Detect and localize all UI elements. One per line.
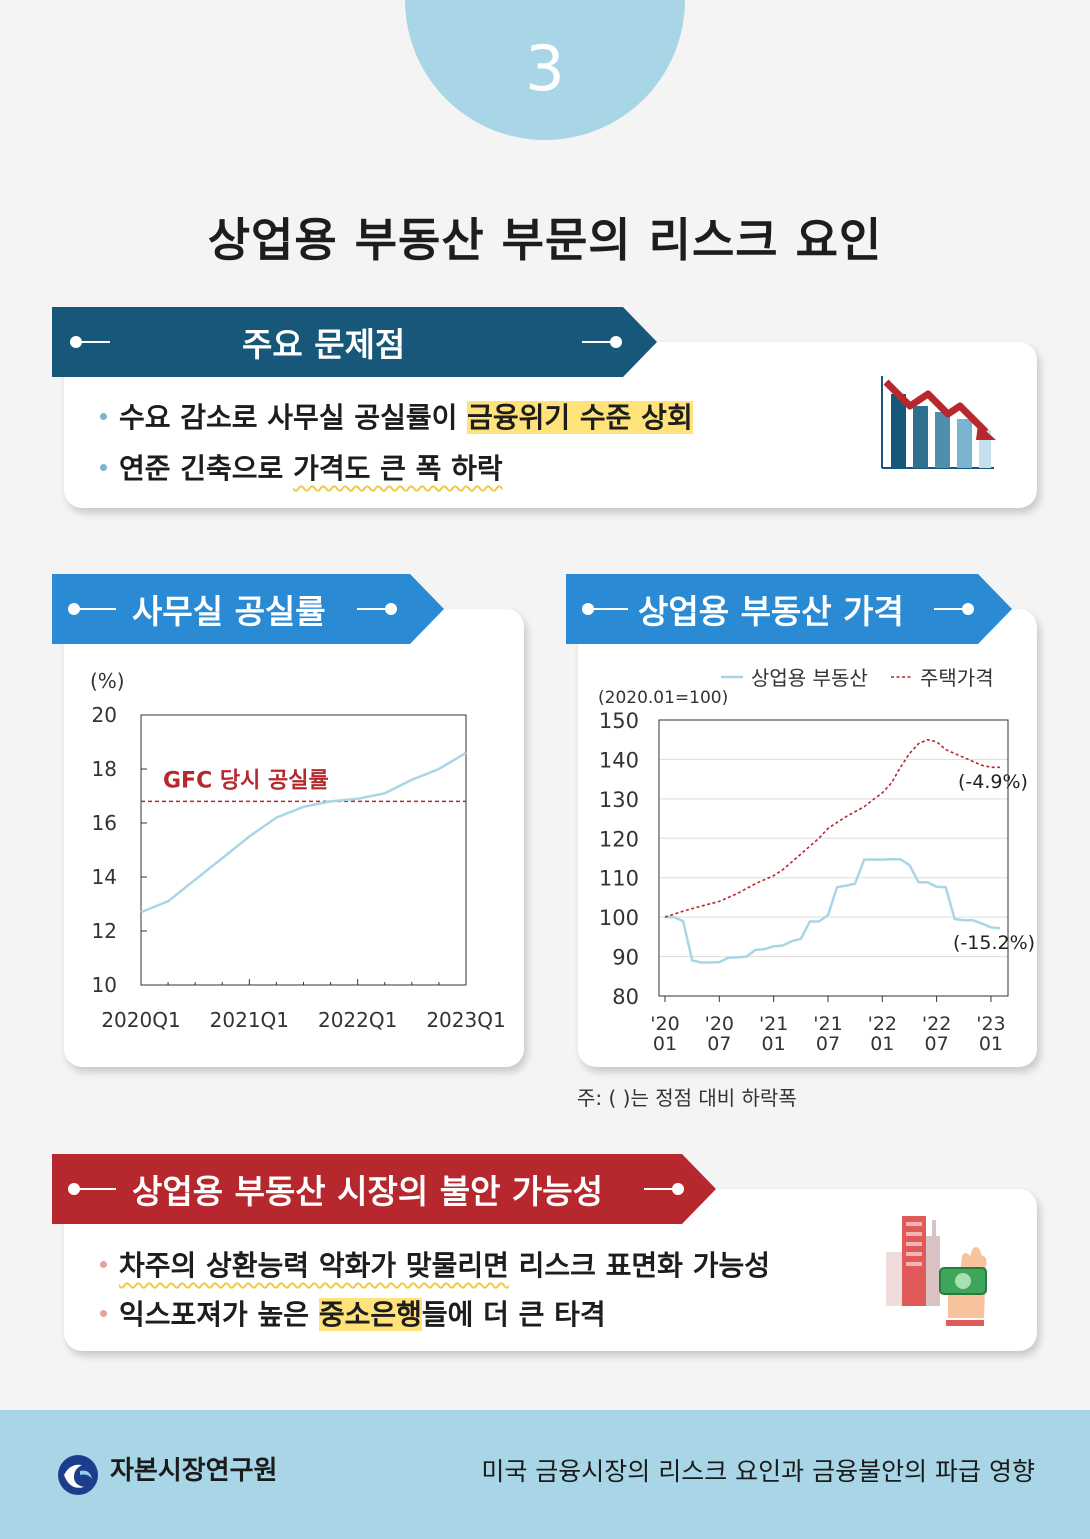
problem-bullet-1: 수요 감소로 사무실 공실률이 금융위기 수준 상회 (100, 396, 693, 436)
instability-banner: 상업용 부동산 시장의 불안 가능성 (52, 1154, 716, 1224)
underline-text: 차주의 상환능력 악화가 맞물리면 (119, 1249, 509, 1282)
bullet-dot (100, 1260, 107, 1268)
banner-line-left (76, 608, 116, 610)
problems-heading: 주요 문제점 (242, 325, 406, 364)
x-tick-label: '22 (922, 1013, 951, 1035)
cre-price-heading: 상업용 부동산 가격 (638, 592, 904, 631)
page-title: 상업용 부동산 부문의 리스크 요인 (207, 213, 883, 267)
building-money-icon (886, 1216, 987, 1326)
y-tick-label: 150 (599, 709, 639, 733)
y-tick-label: 16 (92, 811, 117, 835)
y-tick-label: 18 (92, 757, 117, 781)
y-tick-label: 140 (599, 748, 639, 772)
legend-label-housing: 주택가격 (920, 666, 994, 690)
underline-text: 가격도 큰 폭 하락 (293, 452, 503, 485)
x-tick-label: 07 (816, 1033, 840, 1055)
x-tick-label: 01 (762, 1033, 786, 1055)
cre-price-line (665, 857, 1001, 964)
banner-dot-left (582, 603, 594, 615)
bullet-dot (100, 1309, 107, 1317)
footer: 자본시장연구원 미국 금융시장의 리스크 요인과 금융불안의 파급 영향 (0, 1410, 1090, 1539)
x-tick-label: 2020Q1 (101, 1008, 180, 1032)
banner-dot-right (962, 603, 974, 615)
highlight-text: 금융위기 수준 상회 (467, 401, 693, 434)
y-tick-label: 12 (92, 919, 117, 943)
y-tick-label: 100 (599, 906, 639, 930)
house-drop-label: (-4.9%) (958, 771, 1028, 793)
chart-footnote: 주: ( )는 정점 대비 하락폭 (577, 1086, 797, 1110)
x-tick-label: 2023Q1 (426, 1008, 505, 1032)
banner-line-left (76, 1188, 116, 1190)
banner-dot-right (610, 336, 622, 348)
banner-line-right (644, 1188, 674, 1190)
cre-drop-label: (-15.2%) (953, 932, 1035, 954)
vacancy-rate-line (140, 751, 467, 914)
instability-heading: 상업용 부동산 시장의 불안 가능성 (132, 1172, 603, 1211)
banner-dot-right (385, 603, 397, 615)
y-unit-label: (%) (90, 669, 125, 693)
y-tick-label: 90 (612, 946, 639, 970)
gfc-annotation: GFC 당시 공실률 (163, 768, 329, 793)
bullet-text: 연준 긴축으로 (119, 452, 294, 485)
y-tick-label: 20 (92, 703, 117, 727)
banner-dot-left (70, 336, 82, 348)
x-tick-label: '21 (759, 1013, 788, 1035)
x-tick-label: '22 (868, 1013, 897, 1035)
bar-chart-down-icon (881, 376, 996, 469)
banner-dot-left (68, 1183, 80, 1195)
y-tick-label: 14 (92, 865, 117, 889)
plot-frame (140, 714, 467, 986)
office-vacancy-chart: (%) 10 12 14 16 18 20 2020Q1 2021Q1 2022Q1 2023Q1… (90, 669, 506, 1032)
office-vacancy-heading: 사무실 공실률 (132, 592, 326, 631)
office-vacancy-banner: 사무실 공실률 (52, 574, 444, 644)
index-note: (2020.01=100) (598, 688, 728, 708)
y-tick-label: 120 (599, 827, 639, 851)
bullet-dot (100, 412, 107, 420)
x-tick-label: '20 (650, 1013, 679, 1035)
bullet-text: 들에 더 큰 타격 (421, 1298, 606, 1331)
x-tick-label: '21 (813, 1013, 842, 1035)
x-tick-label: 01 (979, 1033, 1003, 1055)
y-tick-label: 110 (599, 867, 639, 891)
highlight-text: 중소은행 (318, 1298, 422, 1331)
x-tick-label: 07 (925, 1033, 949, 1055)
risk-bullet-2: 익스포져가 높은 중소은행들에 더 큰 타격 (100, 1293, 606, 1333)
y-tick-label: 80 (612, 985, 639, 1009)
problems-banner: 주요 문제점 (52, 307, 657, 377)
banner-line-left (78, 341, 110, 343)
x-tick-label: 01 (653, 1033, 677, 1055)
report-subtitle: 미국 금융시장의 리스크 요인과 금융불안의 파급 영향 (481, 1457, 1035, 1486)
banner-dot-left (68, 603, 80, 615)
page-number: 3 (525, 32, 565, 105)
y-tick-label: 130 (599, 788, 639, 812)
x-tick-label: 2022Q1 (318, 1008, 397, 1032)
cre-price-chart: (2020.01=100) (-4.9%) (-15.2%) 80 90 100 11… (598, 666, 1035, 1055)
bullet-dot (100, 463, 107, 471)
risk-bullet-1: 차주의 상환능력 악화가 맞물리면 리스크 표면화 가능성 (100, 1244, 770, 1284)
banner-line-right (582, 341, 614, 343)
x-tick-label: 01 (870, 1033, 894, 1055)
problem-bullet-2: 연준 긴축으로 가격도 큰 폭 하락 (100, 447, 503, 487)
banner-line-left (590, 608, 628, 610)
banner-dot-right (672, 1183, 684, 1195)
bullet-text: 리스크 표면화 가능성 (508, 1249, 770, 1282)
bullet-text: 수요 감소로 사무실 공실률이 (119, 401, 468, 434)
legend-label-cre: 상업용 부동산 (751, 666, 868, 690)
x-tick-label: 07 (707, 1033, 731, 1055)
bullet-text: 익스포져가 높은 (119, 1298, 319, 1331)
banner-line-right (934, 608, 964, 610)
plot-frame (658, 719, 1009, 997)
housing-price-line (664, 738, 1000, 918)
kcmi-logo-icon (58, 1455, 98, 1495)
cre-price-banner: 상업용 부동산 가격 (566, 574, 1012, 644)
banner-line-right (357, 608, 387, 610)
org-name: 자본시장연구원 (110, 1456, 278, 1486)
x-tick-label: '23 (976, 1013, 1005, 1035)
x-tick-label: 2021Q1 (210, 1008, 289, 1032)
x-tick-label: '20 (705, 1013, 734, 1035)
y-tick-label: 10 (92, 973, 117, 997)
page-number-circle: 3 (405, 0, 685, 140)
